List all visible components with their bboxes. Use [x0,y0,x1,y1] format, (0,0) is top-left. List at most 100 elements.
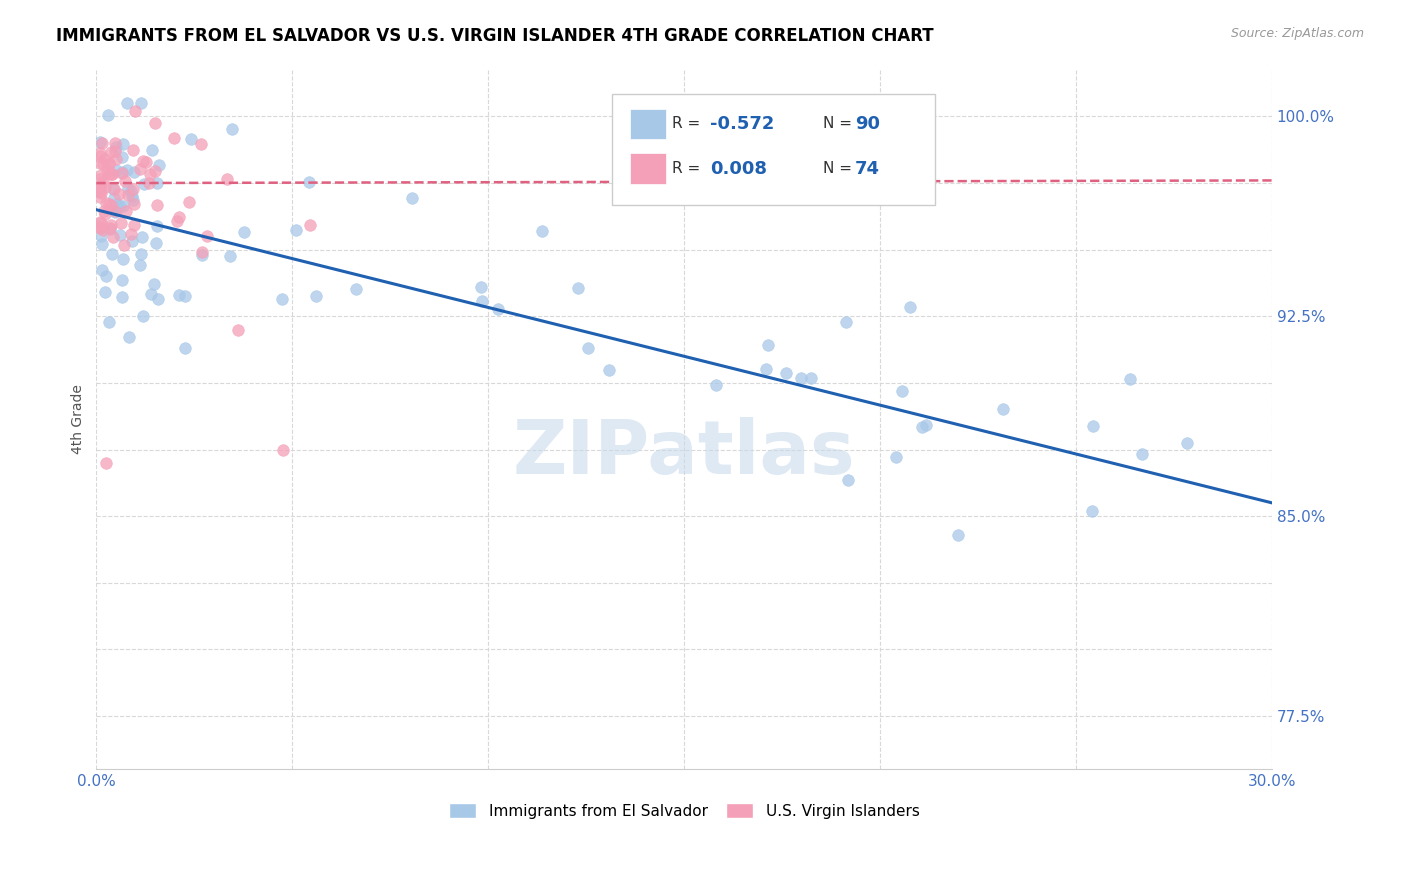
Point [1175,435,1198,450]
Point [1081,503,1104,517]
Point [89,181,111,195]
Point [89,190,111,204]
Text: Source: ZipAtlas.com: Source: ZipAtlas.com [1230,27,1364,40]
Point [117,181,139,195]
Point [114,174,136,188]
Point [141,143,163,157]
Point [103,191,125,205]
Point [94,207,117,221]
Point [90,216,112,230]
Point [124,104,146,119]
Point [884,450,907,465]
Point [122,197,145,211]
Point [598,363,620,377]
Point [191,244,214,259]
Point [1081,418,1104,433]
Text: N =: N = [823,117,856,131]
Point [108,187,131,202]
Point [1119,371,1142,385]
Point [567,281,589,295]
Point [120,227,142,242]
Point [97,197,120,211]
Point [89,220,111,235]
Point [221,121,243,136]
Point [219,248,242,262]
Point [91,236,114,251]
Text: ZIPatlas: ZIPatlas [513,417,855,491]
Point [135,154,157,169]
Point [89,145,111,160]
Point [101,167,124,181]
Point [139,167,162,181]
Point [107,197,129,211]
Point [97,315,120,329]
Point [98,157,121,171]
Point [96,195,118,210]
Text: 0.008: 0.008 [710,160,768,178]
Point [121,189,143,203]
Point [195,228,218,243]
Point [101,247,124,261]
Point [946,527,969,541]
Point [121,182,143,196]
Point [148,158,170,172]
Point [129,247,152,261]
Point [100,145,122,160]
Point [91,175,114,189]
Point [105,140,128,154]
Point [233,225,256,239]
Point [284,223,307,237]
Point [132,309,155,323]
Point [115,96,138,111]
Text: IMMIGRANTS FROM EL SALVADOR VS U.S. VIRGIN ISLANDER 4TH GRADE CORRELATION CHART: IMMIGRANTS FROM EL SALVADOR VS U.S. VIRG… [56,27,934,45]
Point [190,136,212,151]
Point [100,167,122,181]
Point [89,172,111,186]
Point [101,182,124,196]
Point [754,361,776,376]
Point [190,248,212,262]
Point [93,204,115,219]
Point [89,155,111,169]
Point [103,136,125,150]
Point [166,214,188,228]
Point [145,219,167,234]
Point [120,184,142,198]
Point [90,186,112,201]
Point [834,315,856,329]
Legend: Immigrants from El Salvador, U.S. Virgin Islanders: Immigrants from El Salvador, U.S. Virgin… [443,797,925,825]
Point [91,157,114,171]
Point [169,211,191,225]
Text: 74: 74 [855,160,880,178]
Point [90,168,112,182]
Point [915,417,938,432]
Point [704,377,727,392]
Point [486,301,509,316]
Point [775,367,797,381]
Point [94,285,117,299]
Point [112,136,135,151]
Point [118,329,141,343]
Point [471,294,494,309]
Point [146,176,169,190]
Point [117,187,139,202]
Point [167,287,190,301]
Point [273,442,295,457]
Point [271,292,294,306]
Point [911,420,934,434]
Point [89,184,111,198]
Point [177,194,200,209]
Point [129,96,152,111]
Point [110,216,132,230]
Point [530,224,553,238]
Text: R =: R = [672,161,706,176]
Point [94,180,117,194]
Point [146,293,169,307]
Point [94,456,117,470]
Point [132,177,155,191]
Point [756,338,779,352]
Point [103,200,125,214]
Point [898,300,921,314]
Point [94,153,117,167]
Text: N =: N = [823,161,856,176]
